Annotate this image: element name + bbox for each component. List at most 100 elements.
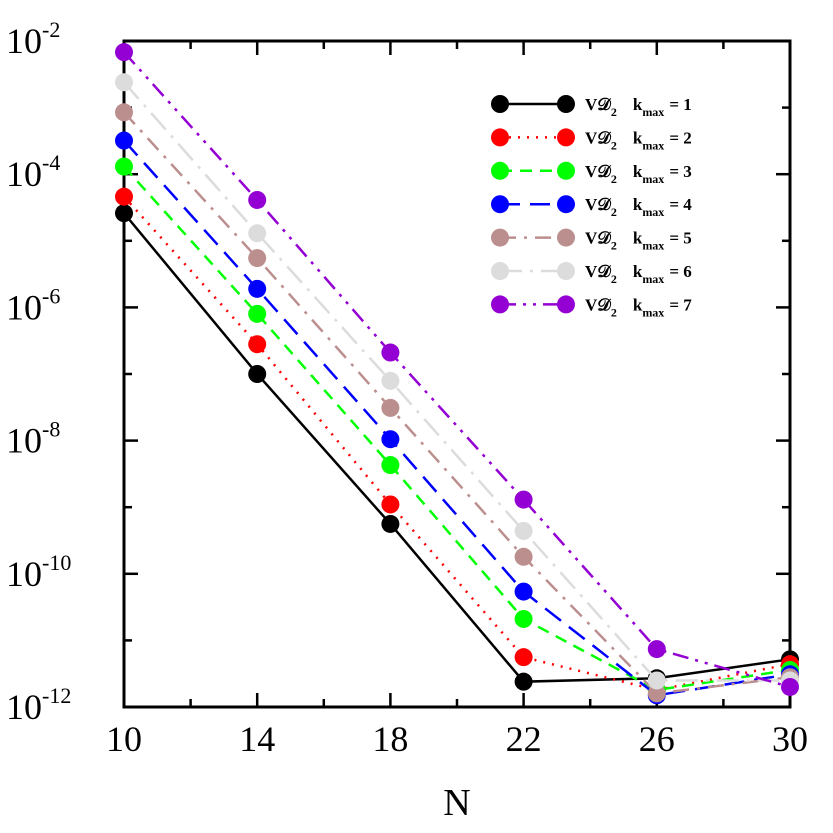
y-tick-label: 10-6 <box>6 283 60 327</box>
data-point <box>647 640 666 659</box>
y-tick-exponent: -6 <box>42 283 60 308</box>
legend-marker <box>557 128 575 147</box>
legend-label-ksub: max <box>642 172 664 186</box>
data-point <box>381 456 400 475</box>
y-tick-base: 10 <box>6 287 42 327</box>
x-axis-title: N <box>443 782 470 824</box>
series-1 <box>115 204 799 691</box>
data-point <box>381 343 400 362</box>
legend-entry-6: V𝒟2 kmax = 6 <box>491 262 692 286</box>
y-tick-exponent: -10 <box>42 550 71 575</box>
legend-label-sub: 2 <box>611 172 617 186</box>
legend-entry-7: V𝒟2 kmax = 7 <box>491 295 692 319</box>
y-tick-label: 10-12 <box>6 683 71 727</box>
legend-label-sub: 2 <box>611 272 617 286</box>
data-point <box>248 304 267 323</box>
data-point <box>381 495 400 514</box>
legend-label-sub: 2 <box>611 205 617 219</box>
legend-label-eq: = 3 <box>669 162 691 181</box>
data-point <box>514 582 533 601</box>
data-point <box>115 157 133 176</box>
legend-label-k: k <box>633 128 643 147</box>
legend-label-sub: 2 <box>611 138 617 152</box>
legend-label-main: V𝒟 <box>585 128 611 147</box>
y-tick-exponent: -2 <box>42 17 60 42</box>
legend-label-sub: 2 <box>611 305 617 319</box>
legend-label-ksub: max <box>642 138 664 152</box>
legend-label-main: V𝒟 <box>585 295 611 314</box>
legend-label-main: V𝒟 <box>585 162 611 181</box>
legend-marker <box>557 228 575 247</box>
legend-label-main: V𝒟 <box>585 195 611 214</box>
x-tick-label: 22 <box>506 719 542 759</box>
data-point <box>647 671 666 690</box>
legend-label-ksub: max <box>642 272 664 286</box>
legend-marker <box>491 128 509 147</box>
data-point <box>381 371 400 390</box>
data-point <box>248 279 267 298</box>
legend-marker <box>557 161 575 180</box>
legend-label-eq: = 7 <box>669 295 692 314</box>
data-point <box>115 187 133 206</box>
legend-marker <box>491 228 509 247</box>
series-2 <box>115 187 799 699</box>
y-tick-base: 10 <box>6 421 42 461</box>
legend-label-eq: = 6 <box>669 262 691 281</box>
legend-label-main: V𝒟 <box>585 229 611 248</box>
data-point <box>115 103 133 122</box>
data-point <box>514 521 533 540</box>
legend-label-k: k <box>633 195 643 214</box>
y-tick-label: 10-8 <box>6 417 60 461</box>
legend-label: V𝒟2 kmax = 4 <box>585 195 692 219</box>
series-lines <box>115 43 799 705</box>
legend-label: V𝒟2 kmax = 1 <box>585 95 692 119</box>
legend-label: V𝒟2 kmax = 3 <box>585 162 692 186</box>
legend-label-k: k <box>633 229 643 248</box>
legend-label-eq: = 1 <box>669 95 691 114</box>
legend-label: V𝒟2 kmax = 5 <box>585 229 692 253</box>
legend-label-main: V𝒟 <box>585 95 611 114</box>
data-point <box>514 547 533 566</box>
series-line <box>123 111 791 695</box>
y-tick-base: 10 <box>6 687 42 727</box>
x-tick-label: 14 <box>239 719 275 759</box>
legend-entry-2: V𝒟2 kmax = 2 <box>491 128 692 152</box>
legend-label-k: k <box>633 162 643 181</box>
legend-label-k: k <box>633 295 643 314</box>
legend-marker <box>491 295 509 314</box>
data-point <box>514 609 533 628</box>
legend-label-ksub: max <box>642 305 664 319</box>
legend-marker <box>557 295 575 314</box>
data-point <box>514 672 533 691</box>
series-7 <box>115 43 799 696</box>
data-point <box>381 398 400 417</box>
legend-label-main: V𝒟 <box>585 262 611 281</box>
legend-label-eq: = 2 <box>669 128 691 147</box>
x-tick-label: 30 <box>772 719 808 759</box>
data-point <box>115 204 133 223</box>
legend-label-ksub: max <box>642 239 664 253</box>
data-point <box>115 43 133 62</box>
y-tick-base: 10 <box>6 154 42 194</box>
legend-marker <box>491 161 509 180</box>
legend-entry-5: V𝒟2 kmax = 5 <box>491 228 692 253</box>
legend-label: V𝒟2 kmax = 7 <box>585 295 692 319</box>
y-tick-label: 10-2 <box>6 17 60 61</box>
y-tick-exponent: -8 <box>42 417 60 442</box>
y-tick-base: 10 <box>6 554 42 594</box>
data-point <box>514 490 533 509</box>
x-tick-label: 26 <box>639 719 675 759</box>
legend-label-k: k <box>633 95 643 114</box>
data-point <box>115 73 133 92</box>
legend-marker <box>491 262 509 280</box>
series-line <box>123 165 791 692</box>
x-tick-label: 10 <box>106 719 142 759</box>
data-point <box>248 365 267 383</box>
y-tick-label: 10-10 <box>6 550 71 594</box>
legend-label: V𝒟2 kmax = 6 <box>585 262 692 286</box>
x-tick-label: 18 <box>372 719 408 759</box>
series-line <box>123 212 791 683</box>
